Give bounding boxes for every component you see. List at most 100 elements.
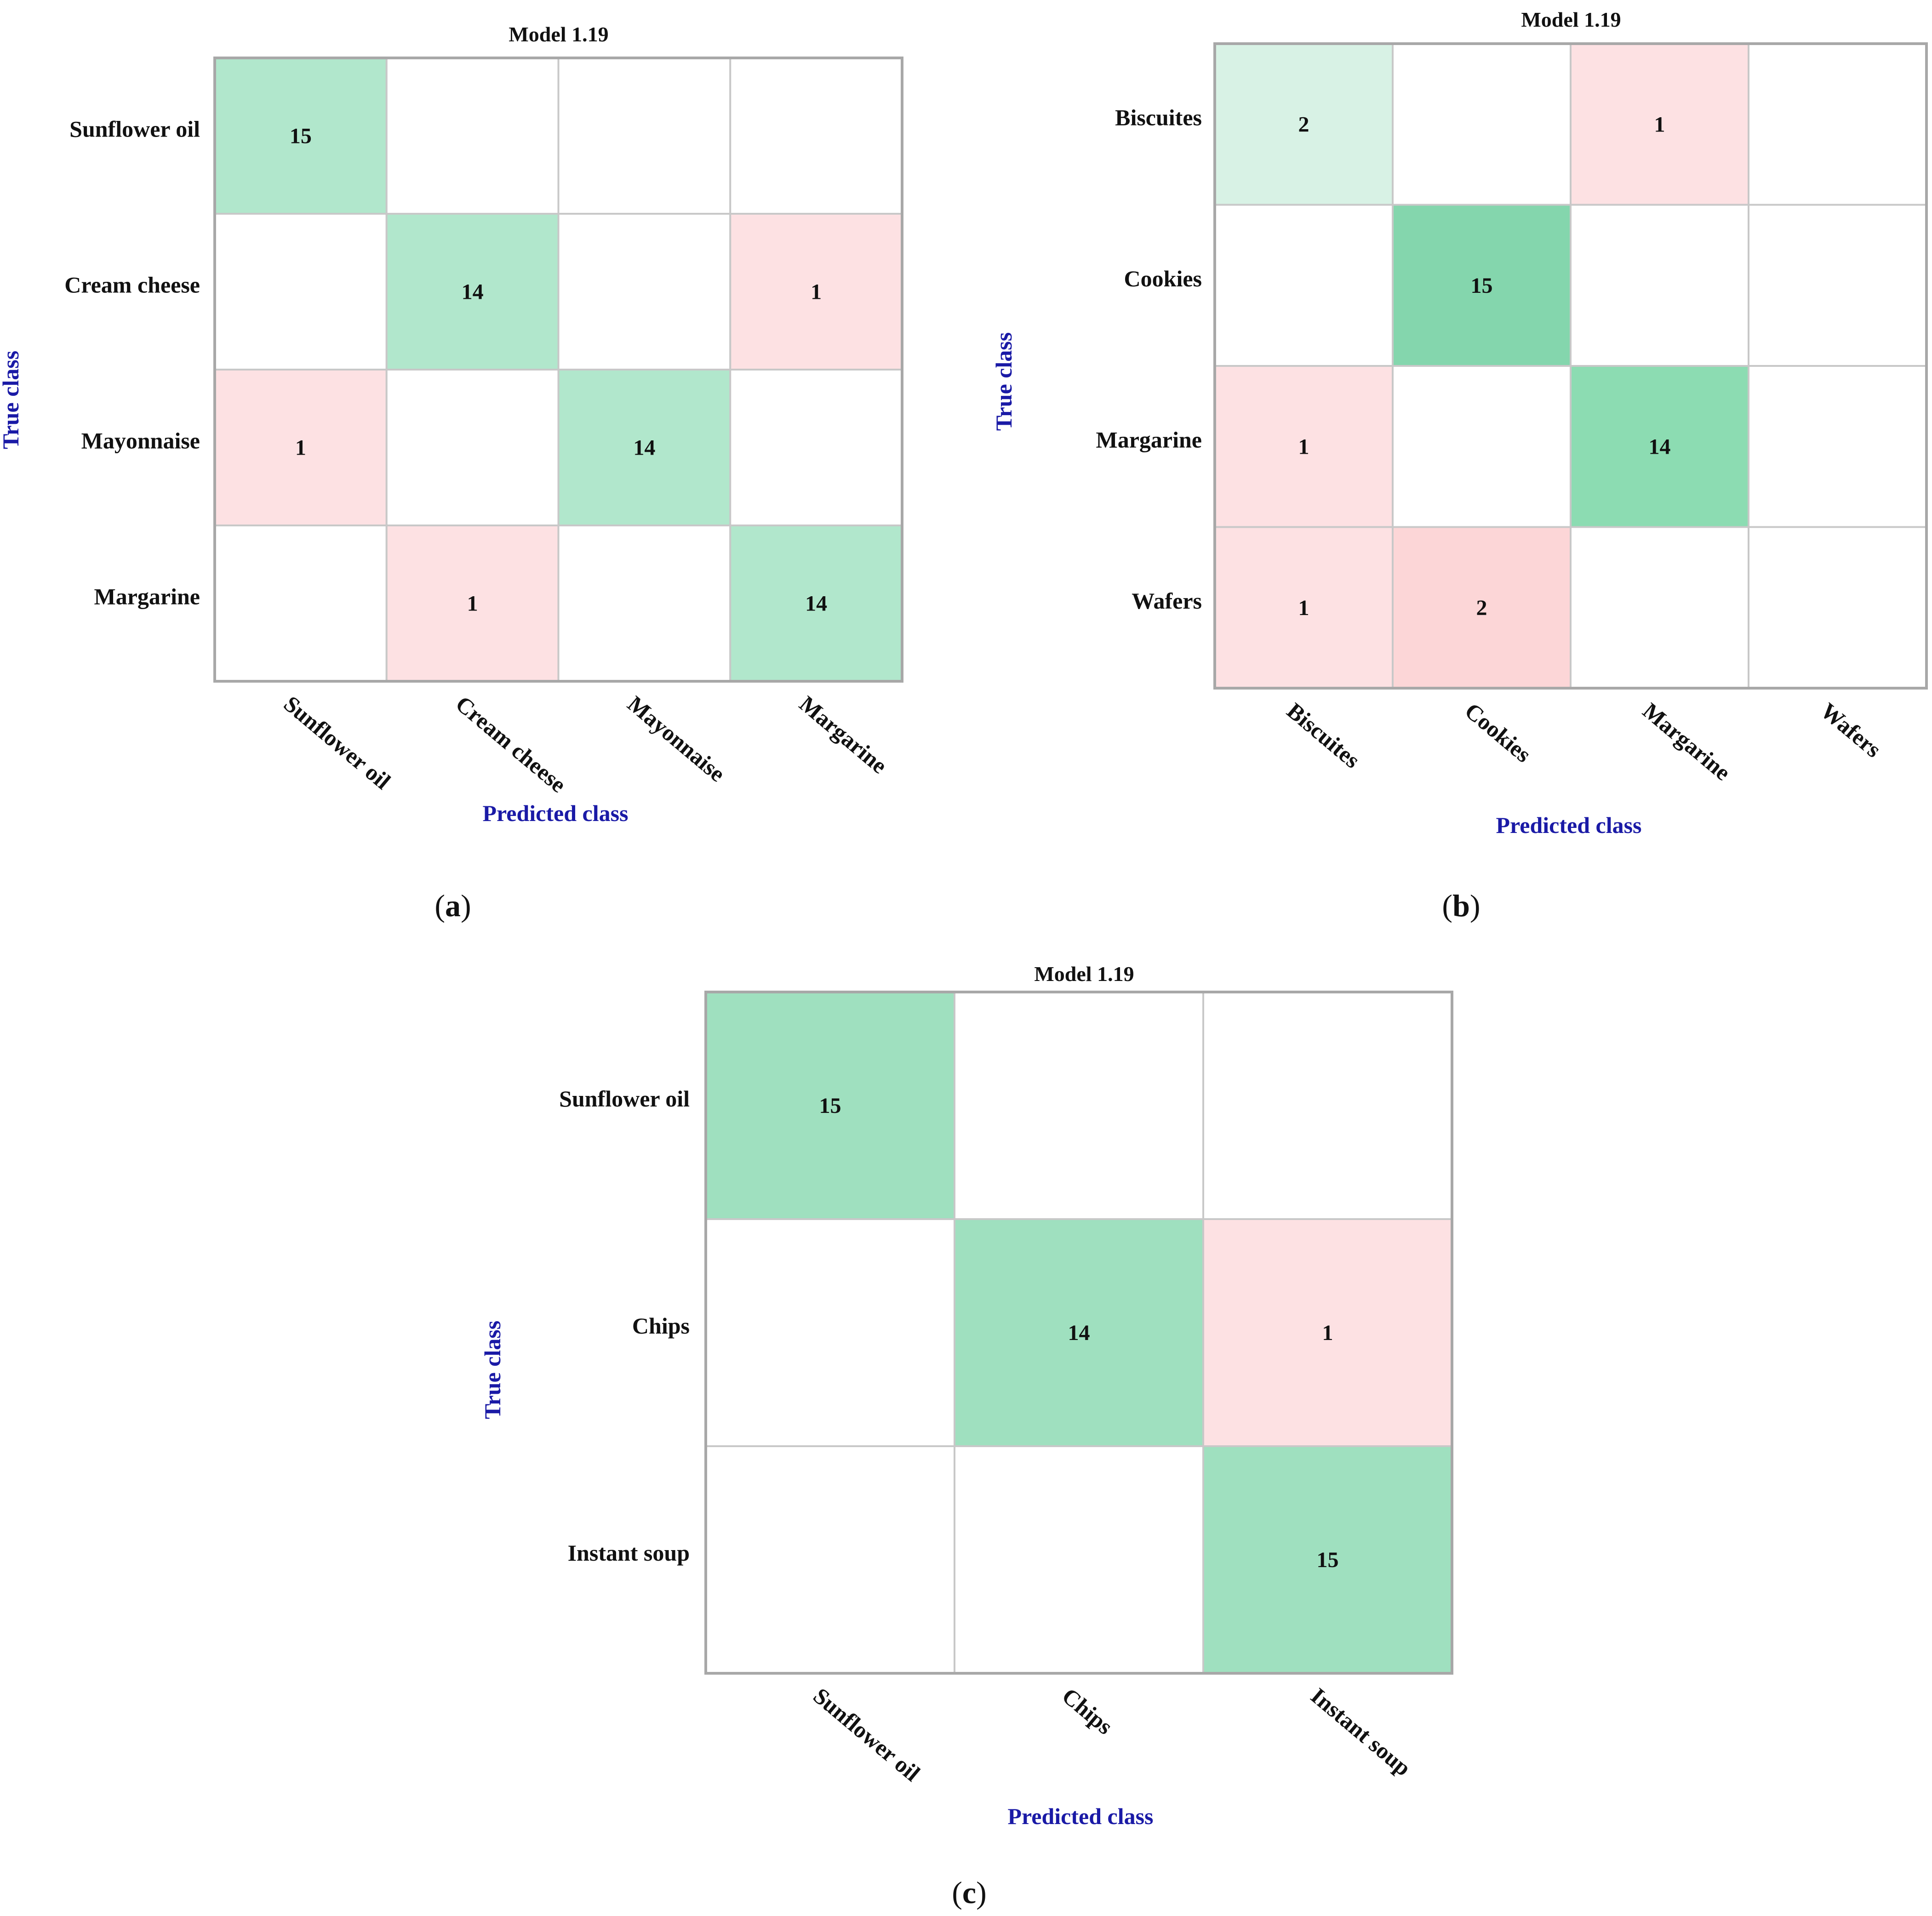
cell-a-1-2	[557, 213, 732, 371]
cell-c-2-0	[705, 1445, 955, 1674]
cell-b-1-3	[1748, 204, 1927, 367]
panel-label-part: )	[1470, 888, 1480, 923]
cell-value: 15	[1471, 274, 1493, 298]
row-label: Margarine	[94, 584, 200, 610]
cell-value: 14	[1068, 1321, 1090, 1345]
cell-a-3-2	[557, 525, 732, 682]
cell-a-2-0	[214, 369, 388, 526]
cell-b-0-1	[1392, 43, 1572, 206]
row-label: Sunflower oil	[69, 116, 200, 142]
panel-label-part: c	[962, 1875, 976, 1910]
cell-b-3-3	[1748, 526, 1927, 689]
panel-b: 2 1 15 1 14 1 2 Model 1.19 Biscuites Cookies Marga…	[991, 8, 1928, 923]
col-label: Mayonnaise	[623, 691, 730, 787]
y-axis-title: True class	[0, 351, 23, 449]
matrix-border	[704, 991, 1453, 1675]
cell-c-0-0	[705, 991, 955, 1220]
cell-value: 2	[1298, 112, 1309, 137]
row-label: Sunflower oil	[559, 1086, 690, 1112]
cell-b-1-0	[1214, 204, 1394, 367]
cell-b-3-1	[1392, 526, 1572, 689]
matrix-border	[1213, 42, 1928, 690]
y-axis-title: True class	[991, 332, 1017, 431]
cell-value: 14	[805, 592, 827, 616]
cell-b-1-2	[1570, 204, 1749, 367]
x-axis-title: Predicted class	[1496, 812, 1641, 838]
row-label: Chips	[632, 1313, 690, 1339]
chart-title: Model 1.19	[509, 23, 608, 46]
panel-label-part: a	[445, 888, 461, 923]
cell-value: 15	[1317, 1548, 1339, 1572]
cell-value: 1	[1298, 434, 1309, 459]
cell-c-0-1	[954, 991, 1204, 1220]
panel-c: 15 14 1 15 Model 1.19 Sunflower oil Chips Insta…	[480, 962, 1453, 1910]
cell-a-1-3	[729, 213, 903, 371]
cell-a-0-2	[557, 57, 732, 215]
cell-c-0-2	[1202, 991, 1453, 1220]
cell-c-2-2	[1202, 1445, 1453, 1674]
cell-b-2-1	[1392, 365, 1572, 528]
cell-value: 1	[811, 280, 822, 304]
col-label: Instant soup	[1306, 1683, 1416, 1781]
col-label: Wafers	[1816, 698, 1886, 763]
panel-label-part: (	[434, 888, 445, 923]
row-label: Mayonnaise	[81, 428, 200, 454]
chart-title: Model 1.19	[1521, 8, 1621, 31]
col-label: Margarine	[795, 691, 892, 779]
col-label: Chips	[1057, 1683, 1118, 1739]
cell-value: 14	[1649, 434, 1671, 459]
cell-value: 15	[819, 1094, 841, 1118]
x-axis-title: Predicted class	[1007, 1803, 1153, 1829]
cell-a-3-0	[214, 525, 388, 682]
cell-value: 2	[1476, 596, 1487, 620]
cell-b-2-2	[1570, 365, 1749, 528]
panel-label: (c)	[952, 1875, 987, 1910]
col-label: Cream cheese	[451, 691, 572, 798]
cell-b-2-0	[1214, 365, 1394, 528]
panel-label-part: (	[1442, 888, 1452, 923]
panel-label: (b)	[1442, 888, 1480, 923]
panel-label-part: )	[976, 1875, 987, 1910]
cell-c-1-0	[705, 1218, 955, 1447]
row-label: Wafers	[1132, 588, 1202, 614]
cell-a-1-0	[214, 213, 388, 371]
row-label: Biscuites	[1115, 104, 1202, 130]
cell-b-3-0	[1214, 526, 1394, 689]
cell-c-1-1	[954, 1218, 1204, 1447]
y-axis-title: True class	[480, 1321, 505, 1419]
cell-a-2-1	[385, 369, 560, 526]
col-label: Cookies	[1460, 698, 1536, 768]
cell-value: 1	[1322, 1321, 1333, 1345]
row-label: Margarine	[1096, 427, 1202, 452]
panel-label-part: (	[952, 1875, 962, 1910]
cell-b-1-1	[1392, 204, 1572, 367]
col-label: Sunflower oil	[808, 1683, 925, 1786]
panel-label-part: )	[461, 888, 471, 923]
cell-a-1-1	[385, 213, 560, 371]
row-label: Cookies	[1124, 266, 1202, 291]
cell-value: 1	[467, 592, 478, 616]
cell-value: 1	[295, 436, 306, 460]
panel-label: (a)	[434, 888, 471, 923]
cell-b-0-0	[1214, 43, 1394, 206]
cell-b-0-2	[1570, 43, 1749, 206]
cell-a-0-0	[214, 57, 388, 215]
col-label: Margarine	[1638, 698, 1736, 786]
chart-title: Model 1.19	[1034, 962, 1134, 986]
x-axis-title: Predicted class	[482, 800, 628, 826]
cell-b-3-2	[1570, 526, 1749, 689]
cell-a-0-1	[385, 57, 560, 215]
cell-a-3-1	[385, 525, 560, 682]
cell-value: 14	[462, 280, 484, 304]
cell-b-0-3	[1748, 43, 1927, 206]
cell-c-2-1	[954, 1445, 1204, 1674]
cell-a-2-3	[729, 369, 903, 526]
matrix-border	[213, 57, 903, 683]
panel-a: 15 14 1 1 14 1 14 Model 1.19 Sunflower oil Cream …	[0, 23, 903, 923]
col-label: Biscuites	[1282, 698, 1365, 773]
row-label: Cream cheese	[64, 272, 200, 298]
col-label: Sunflower oil	[279, 691, 396, 794]
cell-value: 1	[1298, 596, 1309, 620]
cell-value: 1	[1654, 112, 1665, 137]
panel-label-part: b	[1452, 888, 1470, 923]
